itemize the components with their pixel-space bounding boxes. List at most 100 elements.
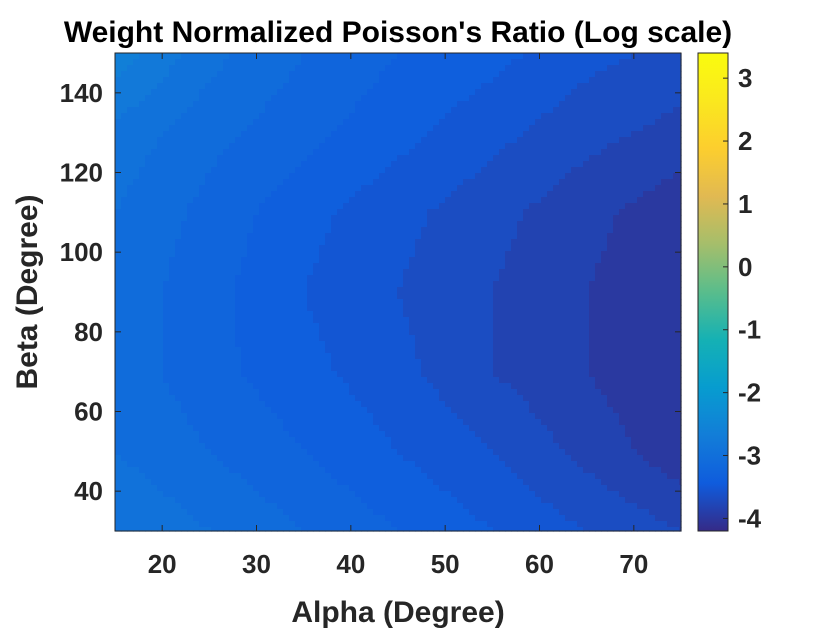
- contour-cell: [217, 113, 224, 120]
- contour-cell: [337, 77, 344, 84]
- contour-cell: [643, 251, 650, 258]
- contour-cell: [559, 221, 566, 228]
- contour-cell: [481, 95, 488, 102]
- contour-cell: [121, 203, 128, 210]
- contour-cell: [583, 359, 590, 366]
- contour-cell: [205, 305, 212, 312]
- contour-cell: [469, 281, 476, 288]
- contour-cell: [403, 227, 410, 234]
- contour-cell: [421, 245, 428, 252]
- contour-cell: [121, 137, 128, 144]
- contour-cell: [559, 323, 566, 330]
- contour-cell: [187, 161, 194, 168]
- contour-cell: [373, 65, 380, 72]
- contour-cell: [325, 209, 332, 216]
- contour-cell: [235, 347, 242, 354]
- contour-cell: [247, 95, 254, 102]
- contour-cell: [625, 227, 632, 234]
- contour-cell: [619, 329, 626, 336]
- contour-cell: [427, 77, 434, 84]
- contour-cell: [535, 299, 542, 306]
- contour-cell: [583, 59, 590, 66]
- contour-cell: [241, 155, 248, 162]
- contour-cell: [295, 95, 302, 102]
- contour-cell: [577, 95, 584, 102]
- contour-cell: [151, 251, 158, 258]
- contour-cell: [187, 77, 194, 84]
- contour-cell: [205, 311, 212, 318]
- contour-cell: [559, 161, 566, 168]
- contour-cell: [145, 269, 152, 276]
- contour-cell: [385, 191, 392, 198]
- contour-cell: [433, 179, 440, 186]
- contour-cell: [439, 215, 446, 222]
- contour-cell: [487, 143, 494, 150]
- contour-cell: [151, 107, 158, 114]
- contour-cell: [331, 119, 338, 126]
- contour-cell: [523, 119, 530, 126]
- contour-cell: [301, 293, 308, 300]
- contour-cell: [295, 341, 302, 348]
- contour-cell: [445, 347, 452, 354]
- contour-cell: [373, 179, 380, 186]
- contour-cell: [559, 113, 566, 120]
- contour-cell: [463, 89, 470, 96]
- contour-cell: [193, 107, 200, 114]
- contour-cell: [631, 239, 638, 246]
- contour-cell: [655, 317, 662, 324]
- contour-cell: [403, 215, 410, 222]
- contour-cell: [673, 89, 680, 96]
- contour-cell: [439, 131, 446, 138]
- contour-cell: [403, 107, 410, 114]
- contour-cell: [337, 245, 344, 252]
- contour-cell: [559, 77, 566, 84]
- contour-cell: [151, 341, 158, 348]
- contour-cell: [175, 101, 182, 108]
- contour-cell: [127, 233, 134, 240]
- contour-cell: [445, 167, 452, 174]
- contour-cell: [595, 155, 602, 162]
- contour-cell: [439, 173, 446, 180]
- contour-cell: [127, 269, 134, 276]
- contour-cell: [463, 263, 470, 270]
- contour-cell: [415, 83, 422, 90]
- contour-cell: [187, 215, 194, 222]
- contour-cell: [211, 137, 218, 144]
- contour-cell: [163, 245, 170, 252]
- contour-cell: [421, 143, 428, 150]
- contour-cell: [157, 173, 164, 180]
- contour-cell: [373, 173, 380, 180]
- contour-cell: [367, 311, 374, 318]
- contour-cell: [649, 113, 656, 120]
- contour-cell: [553, 95, 560, 102]
- contour-cell: [409, 299, 416, 306]
- contour-cell: [397, 143, 404, 150]
- contour-cell: [241, 323, 248, 330]
- contour-cell: [421, 227, 428, 234]
- contour-cell: [127, 95, 134, 102]
- contour-cell: [133, 101, 140, 108]
- contour-cell: [619, 245, 626, 252]
- contour-cell: [247, 347, 254, 354]
- contour-cell: [319, 221, 326, 228]
- contour-cell: [571, 77, 578, 84]
- contour-cell: [379, 233, 386, 240]
- contour-cell: [541, 287, 548, 294]
- contour-cell: [241, 359, 248, 366]
- contour-cell: [145, 257, 152, 264]
- contour-cell: [313, 83, 320, 90]
- contour-cell: [187, 353, 194, 360]
- contour-cell: [199, 77, 206, 84]
- plot-area: [115, 53, 682, 532]
- contour-cell: [679, 263, 682, 270]
- contour-cell: [187, 293, 194, 300]
- contour-cell: [271, 239, 278, 246]
- contour-cell: [349, 161, 356, 168]
- contour-cell: [631, 65, 638, 72]
- contour-cell: [271, 77, 278, 84]
- contour-cell: [145, 191, 152, 198]
- contour-cell: [469, 359, 476, 366]
- contour-cell: [343, 161, 350, 168]
- contour-cell: [535, 245, 542, 252]
- contour-cell: [325, 125, 332, 132]
